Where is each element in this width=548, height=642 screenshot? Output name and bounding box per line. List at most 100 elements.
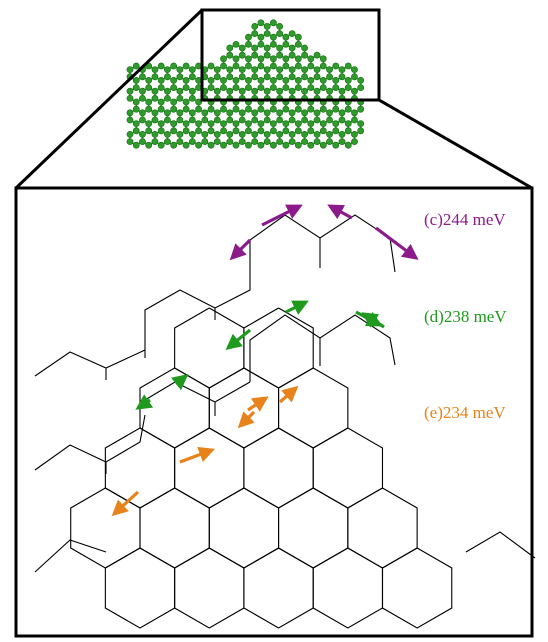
model-atom: [164, 130, 171, 138]
model-atom: [201, 130, 209, 138]
model-atom: [288, 73, 296, 81]
model-atom: [232, 105, 240, 113]
model-atom: [294, 77, 302, 84]
model-atom: [357, 105, 365, 113]
model-atom: [282, 33, 290, 41]
model-atom: [245, 127, 252, 135]
model-atom: [344, 141, 352, 149]
model-atom: [276, 51, 284, 59]
model-atom: [226, 66, 234, 73]
model-atom: [145, 98, 153, 106]
model-atom: [170, 77, 178, 84]
model-atom: [270, 141, 277, 149]
model-atom: [145, 120, 153, 127]
model-atom: [245, 55, 252, 63]
model-atom: [294, 55, 302, 63]
model-atom: [276, 87, 284, 95]
model-atom: [344, 84, 352, 91]
model-atom: [151, 95, 159, 102]
model-atom: [301, 87, 308, 95]
model-atom: [126, 87, 134, 95]
vibration-arrow-d: [361, 312, 385, 329]
model-atom: [201, 138, 209, 145]
model-atom: [151, 87, 159, 95]
vibration-arrow-e: [111, 490, 140, 517]
skeleton-structures: [34, 214, 536, 629]
model-atom: [276, 109, 284, 117]
model-atom: [126, 95, 134, 102]
model-atom: [332, 120, 340, 127]
model-atom: [207, 141, 215, 149]
model-atoms: [126, 19, 365, 149]
model-atom: [307, 127, 315, 135]
model-atom: [276, 73, 284, 81]
model-atom: [170, 62, 178, 70]
model-atom: [195, 120, 202, 127]
model-atom: [307, 55, 315, 63]
vibration-arrow-e: [278, 385, 299, 404]
model-atom: [226, 109, 234, 117]
model-atom: [332, 77, 340, 84]
model-atom: [351, 138, 358, 145]
model-atom: [344, 105, 352, 113]
model-atom: [332, 127, 340, 135]
model-atom: [270, 84, 277, 91]
model-atom: [213, 109, 221, 117]
model-atom: [351, 66, 358, 73]
model-atom: [201, 109, 209, 117]
model-atom: [307, 120, 315, 127]
model-atom: [282, 120, 290, 127]
model-atom: [126, 116, 134, 124]
model-atom: [232, 55, 240, 63]
model-atom: [188, 73, 196, 81]
model-atom: [207, 77, 215, 84]
model-atom: [344, 62, 352, 70]
model-atom: [220, 105, 227, 113]
model-atom: [188, 109, 196, 117]
model-atom: [226, 116, 234, 124]
model-atom: [220, 127, 227, 135]
zoom-connector-left: [14, 8, 204, 190]
model-atom: [332, 141, 340, 149]
model-atom: [182, 98, 190, 106]
model-atom: [157, 98, 165, 106]
model-atom: [357, 84, 365, 91]
model-atom: [263, 130, 271, 138]
model-atom: [164, 73, 171, 81]
model-atom: [326, 138, 333, 145]
model-atom: [195, 98, 202, 106]
model-atom: [282, 127, 290, 135]
model-atom: [188, 95, 196, 102]
model-atom: [251, 66, 259, 73]
model-atom: [220, 77, 227, 84]
model-atom: [251, 30, 259, 37]
model-atom: [126, 130, 134, 138]
model-atom: [270, 33, 277, 41]
model-atom: [132, 141, 140, 149]
model-atom: [139, 95, 146, 102]
model-atom: [151, 109, 159, 117]
model-atom: [132, 62, 140, 70]
model-atom: [139, 116, 146, 124]
model-atom: [238, 109, 246, 117]
vibration-arrow-c: [261, 204, 303, 227]
model-atom: [282, 77, 290, 84]
model-atom: [188, 130, 196, 138]
model-atom: [164, 66, 171, 73]
model-atom: [170, 141, 178, 149]
model-atom: [139, 73, 146, 81]
model-atom: [157, 120, 165, 127]
model-atom: [276, 130, 284, 138]
model-atom: [151, 116, 159, 124]
model-atom: [301, 130, 308, 138]
model-atom: [207, 84, 215, 91]
model-atom: [307, 105, 315, 113]
model-atom: [294, 41, 302, 48]
model-atom: [270, 62, 277, 70]
model-atom: [294, 105, 302, 113]
vibration-arrow-e: [179, 447, 215, 464]
model-atom: [338, 116, 346, 124]
model-atom: [294, 62, 302, 70]
model-atom: [188, 66, 196, 73]
model-atom: [251, 73, 259, 81]
